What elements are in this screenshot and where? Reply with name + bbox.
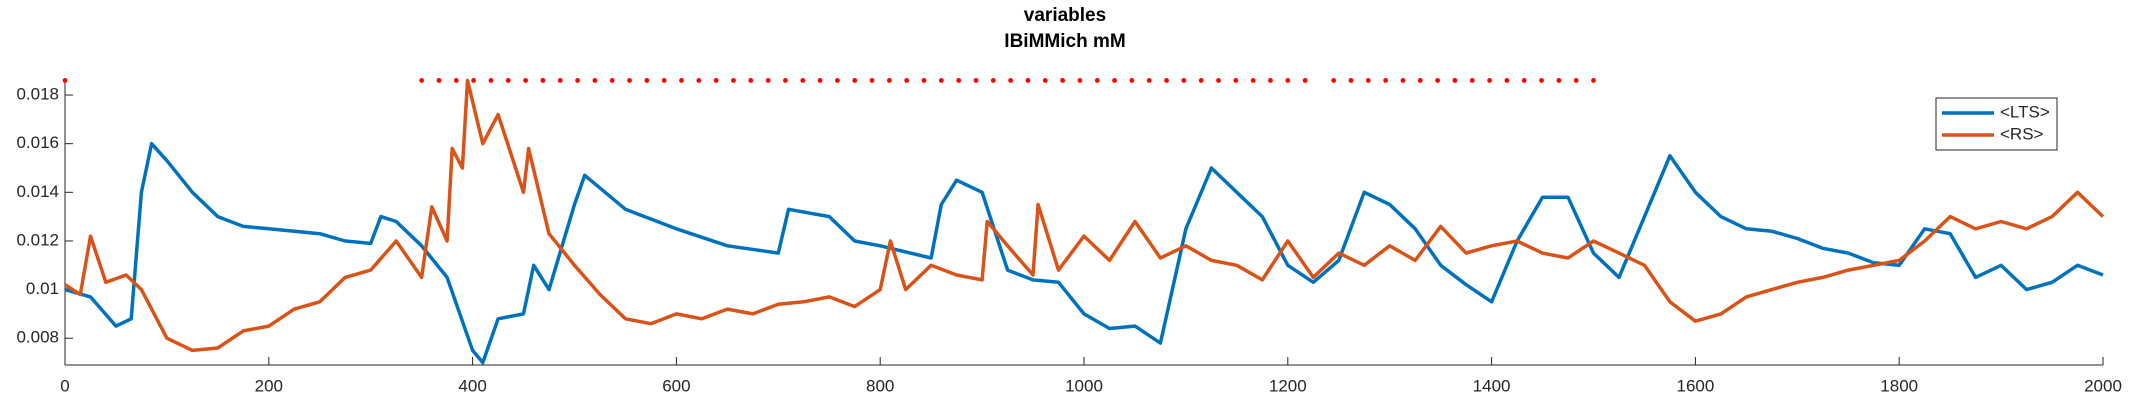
marker-dot (886, 78, 892, 83)
y-tick-label: 0.01 (26, 279, 59, 298)
marker-dot (869, 78, 875, 83)
x-tick-label: 1600 (1676, 376, 1714, 395)
x-tick-label: 1200 (1269, 376, 1307, 395)
marker-dot (419, 78, 425, 83)
marker-dot (609, 78, 615, 83)
y-tick-label: 0.016 (16, 133, 59, 152)
marker-dot (575, 78, 580, 83)
marker-dot (731, 78, 736, 83)
marker-dot (921, 78, 927, 83)
marker-dot (1504, 78, 1510, 83)
marker-dot (1331, 78, 1337, 83)
marker-dot (488, 78, 494, 83)
marker-dot (1556, 78, 1562, 83)
marker-dot (679, 78, 684, 83)
x-tick-label: 0 (60, 376, 69, 395)
marker-dot (627, 78, 632, 83)
marker-dot (62, 78, 68, 83)
x-tick-label: 1400 (1473, 376, 1511, 395)
marker-dot (1042, 78, 1048, 83)
marker-dot (904, 78, 910, 83)
marker-dot (1008, 78, 1014, 83)
marker-dot (1521, 78, 1527, 83)
marker-dot (540, 78, 546, 83)
marker-dot (1383, 78, 1389, 83)
marker-dot (1417, 78, 1423, 83)
x-tick-label: 800 (866, 376, 894, 395)
marker-dot (453, 78, 459, 83)
marker-dot (644, 78, 650, 83)
marker-dot (713, 78, 719, 83)
marker-dot (1164, 78, 1169, 83)
x-tick-label: 200 (255, 376, 283, 395)
marker-dot (1487, 78, 1492, 83)
marker-dot (835, 78, 840, 83)
marker-dot (852, 78, 858, 83)
marker-dot (1573, 78, 1579, 83)
marker-dot (1400, 78, 1406, 83)
marker-dot (1539, 78, 1544, 83)
marker-dot (661, 78, 667, 83)
marker-dot (1250, 78, 1256, 83)
marker-dot (1112, 78, 1117, 83)
marker-dot (523, 78, 528, 83)
x-tick-label: 400 (458, 376, 486, 395)
marker-dot (1146, 78, 1152, 83)
marker-dot (1233, 78, 1239, 83)
marker-dot (1094, 78, 1100, 83)
marker-dot (592, 78, 598, 83)
marker-dot (817, 78, 823, 83)
x-tick-label: 600 (662, 376, 690, 395)
x-tick-label: 1800 (1880, 376, 1918, 395)
marker-dot (765, 78, 771, 83)
marker-dot (1060, 78, 1066, 83)
marker-dot (1198, 78, 1204, 83)
marker-dot (1268, 78, 1273, 83)
y-tick-label: 0.018 (16, 85, 59, 104)
marker-dot (1285, 78, 1291, 83)
marker-dot (1077, 78, 1083, 83)
y-tick-label: 0.008 (16, 328, 59, 347)
legend-label: <RS> (2000, 124, 2044, 143)
marker-dot (1216, 78, 1221, 83)
marker-dot (557, 78, 563, 83)
marker-dot (1181, 78, 1187, 83)
marker-dot (800, 78, 806, 83)
marker-dot (1469, 78, 1475, 83)
marker-dot (1365, 78, 1371, 83)
legend-box (1935, 97, 2058, 151)
chart-title: variables (1024, 5, 1106, 26)
marker-dot (1452, 78, 1458, 83)
marker-dot (1302, 78, 1308, 83)
x-tick-label: 1000 (1065, 376, 1103, 395)
marker-dot (436, 78, 442, 83)
marker-dot (990, 78, 996, 83)
marker-dot (956, 78, 962, 83)
marker-dot (1348, 78, 1354, 83)
series-line (64, 141, 2104, 365)
marker-dot (973, 78, 979, 83)
marker-dot (696, 78, 702, 83)
marker-dot (748, 78, 754, 83)
chart-subtitle: IBiMMich mM (1004, 31, 1125, 52)
marker-dot (505, 78, 511, 83)
marker-dot (471, 78, 477, 83)
y-tick-label: 0.014 (16, 182, 59, 201)
marker-dot (1129, 78, 1135, 83)
series-line (64, 78, 2105, 353)
marker-dot (1591, 78, 1596, 83)
marker-dot (1435, 78, 1440, 83)
marker-dot (938, 78, 944, 83)
legend-label: <LTS> (2000, 102, 2050, 121)
x-tick-label: 2000 (2084, 376, 2122, 395)
marker-dot (1025, 78, 1031, 83)
y-tick-label: 0.012 (16, 230, 59, 249)
marker-dot (783, 78, 788, 83)
